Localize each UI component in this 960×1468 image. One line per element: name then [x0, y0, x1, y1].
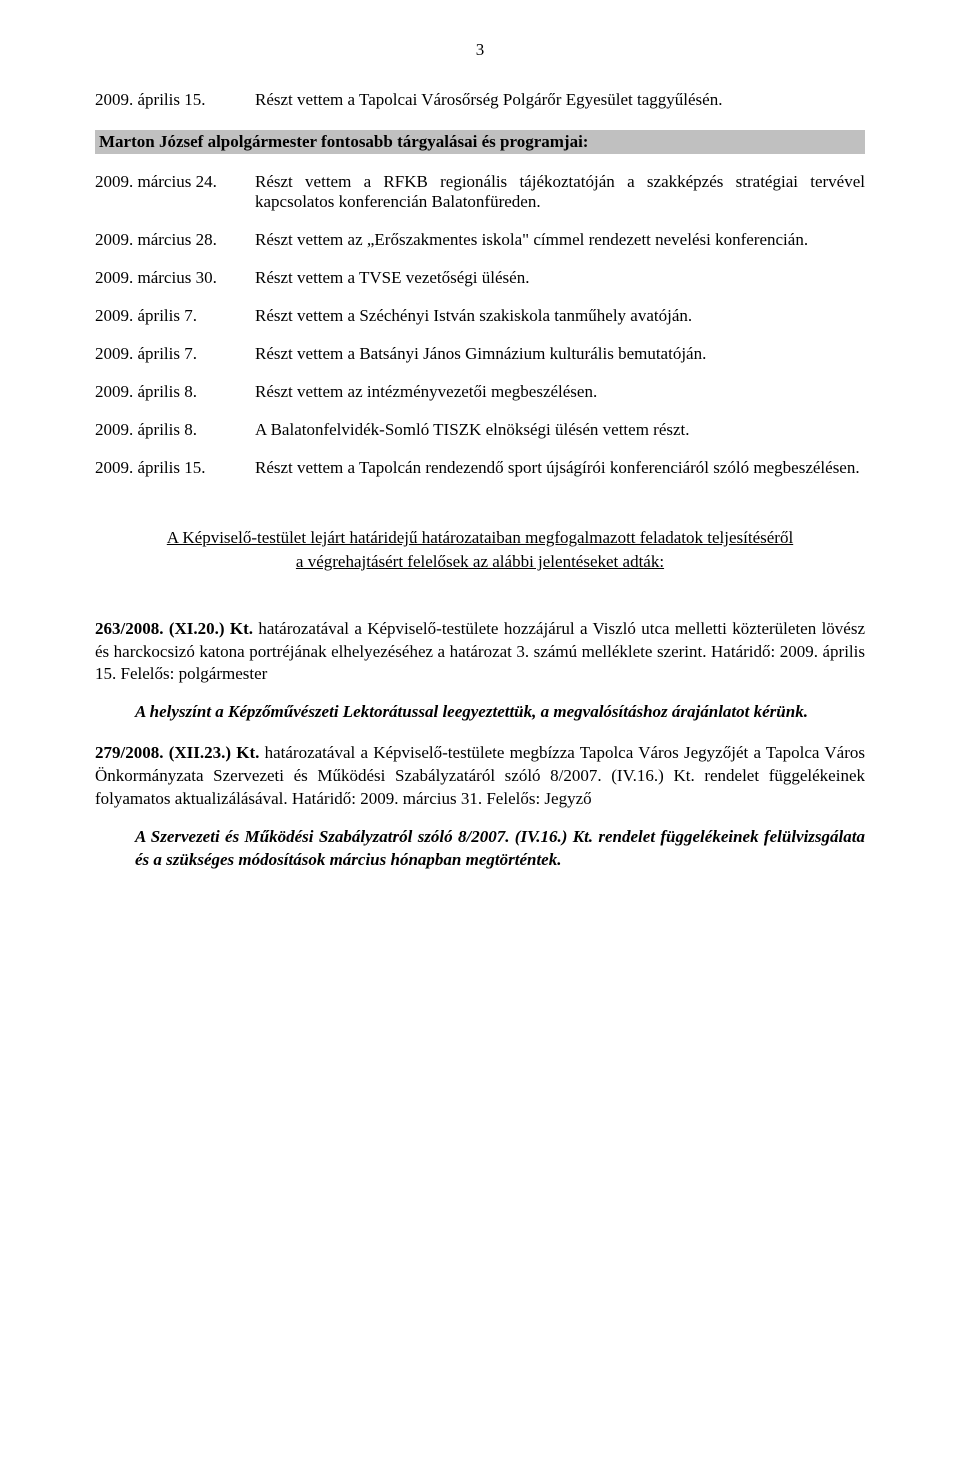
- top-entry-text: Részt vettem a Tapolcai Városőrség Polgá…: [255, 90, 865, 110]
- entry-row: 2009. április 7. Részt vettem a Batsányi…: [95, 344, 865, 364]
- entry-row: 2009. március 24. Részt vettem a RFKB re…: [95, 172, 865, 212]
- entry-date: 2009. április 7.: [95, 306, 255, 326]
- para1-bold: 263/2008. (XI.20.) Kt.: [95, 619, 253, 638]
- entry-row: 2009. április 8. A Balatonfelvidék-Somló…: [95, 420, 865, 440]
- entry-text: Részt vettem a TVSE vezetőségi ülésén.: [255, 268, 865, 288]
- entry-text: Részt vettem a Batsányi János Gimnázium …: [255, 344, 865, 364]
- top-entry-date: 2009. április 15.: [95, 90, 255, 110]
- entry-date: 2009. április 15.: [95, 458, 255, 478]
- entry-row: 2009. április 8. Részt vettem az intézmé…: [95, 382, 865, 402]
- entry-text: Részt vettem a Széchényi István szakisko…: [255, 306, 865, 326]
- entries-list: 2009. március 24. Részt vettem a RFKB re…: [95, 172, 865, 478]
- top-entry: 2009. április 15. Részt vettem a Tapolca…: [95, 90, 865, 110]
- entry-row: 2009. április 15. Részt vettem a Tapolcá…: [95, 458, 865, 478]
- entry-row: 2009. március 30. Részt vettem a TVSE ve…: [95, 268, 865, 288]
- para2-bold: 279/2008. (XII.23.) Kt.: [95, 743, 259, 762]
- entry-text: Részt vettem az intézményvezetői megbesz…: [255, 382, 865, 402]
- entry-date: 2009. április 8.: [95, 420, 255, 440]
- entry-row: 2009. március 28. Részt vettem az „Erősz…: [95, 230, 865, 250]
- page-container: 3 2009. április 15. Részt vettem a Tapol…: [0, 0, 960, 1468]
- note-2: A Szervezeti és Működési Szabályzatról s…: [135, 825, 865, 872]
- paragraph-2: 279/2008. (XII.23.) Kt. határozatával a …: [95, 742, 865, 811]
- page-number: 3: [95, 40, 865, 60]
- entry-date: 2009. április 7.: [95, 344, 255, 364]
- report-heading-line2: a végrehajtásért felelősek az alábbi jel…: [296, 552, 664, 571]
- paragraph-1: 263/2008. (XI.20.) Kt. határozatával a K…: [95, 618, 865, 687]
- note-1: A helyszínt a Képzőművészeti Lektorátuss…: [135, 700, 865, 723]
- entry-row: 2009. április 7. Részt vettem a Széchény…: [95, 306, 865, 326]
- entry-text: Részt vettem a RFKB regionális tájékozta…: [255, 172, 865, 212]
- entry-date: 2009. március 24.: [95, 172, 255, 212]
- entry-date: 2009. március 30.: [95, 268, 255, 288]
- report-heading: A Képviselő-testület lejárt határidejű h…: [95, 526, 865, 574]
- entry-text: Részt vettem a Tapolcán rendezendő sport…: [255, 458, 865, 478]
- entry-text: Részt vettem az „Erőszakmentes iskola" c…: [255, 230, 865, 250]
- report-heading-line1: A Képviselő-testület lejárt határidejű h…: [167, 528, 793, 547]
- entry-text: A Balatonfelvidék-Somló TISZK elnökségi …: [255, 420, 865, 440]
- entry-date: 2009. április 8.: [95, 382, 255, 402]
- section-header: Marton József alpolgármester fontosabb t…: [95, 130, 865, 154]
- entry-date: 2009. március 28.: [95, 230, 255, 250]
